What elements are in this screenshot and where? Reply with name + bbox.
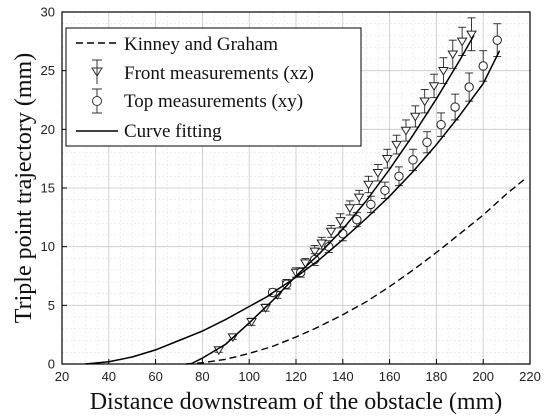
data-point-front (335, 217, 346, 227)
curve-fit-line-2 (190, 35, 475, 365)
legend-label-curve: Curve fitting (124, 121, 222, 142)
x-axis-title: Distance downstream of the obstacle (mm) (90, 389, 503, 415)
x-tick-label: 220 (519, 369, 541, 384)
legend-swatch-front-marker (91, 67, 103, 77)
y-tick-label: 5 (48, 298, 55, 313)
data-point-front (325, 227, 337, 237)
y-tick-label: 25 (41, 63, 55, 78)
x-tick-label: 60 (148, 369, 162, 384)
x-tick-label: 100 (238, 369, 260, 384)
data-point-top (464, 82, 474, 92)
y-tick-label: 10 (41, 239, 55, 254)
data-point-top (436, 119, 446, 130)
x-tick-label: 140 (332, 369, 354, 384)
data-point-front (456, 37, 468, 47)
data-point-front (344, 204, 356, 214)
data-point-front (419, 97, 431, 107)
data-point-front (363, 180, 374, 190)
data-point-front (391, 140, 403, 150)
data-point-front (447, 50, 459, 60)
x-tick-label: 160 (379, 369, 401, 384)
data-point-front (309, 247, 321, 257)
data-point-front (438, 66, 449, 76)
series-3 (85, 35, 501, 365)
y-tick-label: 0 (48, 357, 55, 372)
legend-box (65, 27, 362, 147)
data-point-front (316, 239, 328, 249)
data-point-top (380, 185, 390, 196)
legend-label-front: Front measurements (xz) (124, 63, 314, 84)
curve-fit-line-3 (267, 50, 501, 297)
legend-label-top: Top measurements (xy) (124, 91, 303, 112)
data-point-front (353, 193, 365, 203)
y-axis-title: Triple point trajectory (mm) (11, 53, 37, 323)
x-tick-label: 20 (55, 369, 69, 384)
y-tick-label: 15 (41, 181, 55, 196)
data-point-top (422, 137, 432, 147)
data-point-top (366, 199, 376, 210)
curve-fit-line-1 (85, 292, 273, 365)
data-point-front (372, 169, 384, 178)
series-0 (185, 178, 526, 365)
data-point-front (466, 30, 477, 40)
y-tick-label: 30 (41, 5, 55, 20)
legend-swatch-top-marker (92, 96, 102, 106)
data-point-top (408, 155, 418, 165)
data-point-front (428, 82, 440, 92)
legend: Kinney and Graham Front measurements (xz… (65, 27, 362, 147)
x-axis-ticks: 20 40 60 80 100 120 140 160 180 200 220 (55, 359, 541, 384)
x-tick-label: 200 (472, 369, 494, 384)
series-layer (85, 17, 526, 365)
data-point-top (394, 171, 404, 181)
x-tick-label: 40 (102, 369, 116, 384)
data-point-front (299, 259, 311, 269)
data-point-front (381, 154, 393, 164)
y-tick-label: 20 (41, 122, 55, 137)
x-tick-label: 120 (285, 369, 307, 384)
data-point-top (450, 102, 460, 112)
legend-label-kinney: Kinney and Graham (124, 34, 278, 55)
data-point-front (409, 112, 421, 122)
x-tick-label: 80 (195, 369, 209, 384)
kinney-graham-line (185, 178, 526, 365)
x-tick-label: 180 (426, 369, 448, 384)
data-point-top (492, 35, 502, 45)
data-point-front (400, 126, 412, 136)
data-point-top (352, 214, 362, 225)
data-point-top (478, 61, 488, 71)
y-axis-ticks: 0 5 10 15 20 25 30 (41, 5, 67, 372)
